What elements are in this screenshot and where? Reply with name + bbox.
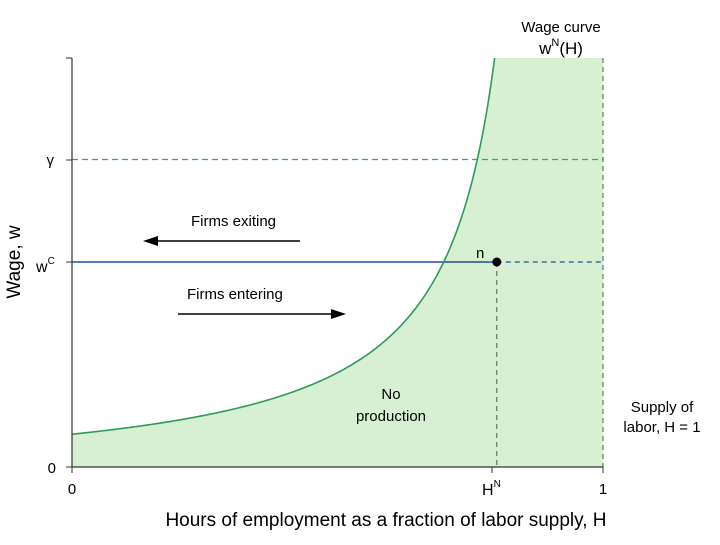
no-production-label-1: No xyxy=(381,386,400,403)
point-n-marker xyxy=(492,257,502,267)
wage-curve-label-2: wN(H) xyxy=(538,37,583,58)
wage-curve-sup: N xyxy=(551,37,559,49)
supply-label-1: Supply of xyxy=(631,399,694,416)
firms-exiting-label: Firms exiting xyxy=(191,213,276,230)
y-tick-wc-sup: C xyxy=(48,256,55,267)
no-production-region xyxy=(72,58,603,467)
wage-curve-label-1: Wage curve xyxy=(521,19,600,36)
no-production-label-2: production xyxy=(356,408,426,425)
x-axis-title: Hours of employment as a fraction of lab… xyxy=(165,510,606,531)
supply-label-2: labor, H = 1 xyxy=(623,419,700,436)
wage-curve-h: (H) xyxy=(559,39,583,58)
x-tick-label-origin: 0 xyxy=(68,481,76,498)
point-n-label: n xyxy=(476,245,484,262)
x-tick-hn-sup: N xyxy=(494,479,501,490)
x-tick-label-one: 1 xyxy=(599,481,607,498)
firms-entering-arrowhead xyxy=(331,309,346,319)
y-tick-label-wc: wC xyxy=(35,256,55,276)
firms-exiting-arrowhead xyxy=(143,236,158,246)
wage-curve-w: w xyxy=(538,39,552,58)
firms-entering-label: Firms entering xyxy=(187,286,283,303)
wage-curve-line xyxy=(71,57,496,435)
y-tick-label-gamma: γ xyxy=(47,152,55,169)
y-axis-title: Wage, w xyxy=(4,225,25,298)
y-tick-wc-w: w xyxy=(35,259,48,276)
y-tick-label-origin: 0 xyxy=(48,460,56,477)
x-tick-label-hn: HN xyxy=(482,479,501,499)
x-tick-hn-h: H xyxy=(482,482,494,499)
